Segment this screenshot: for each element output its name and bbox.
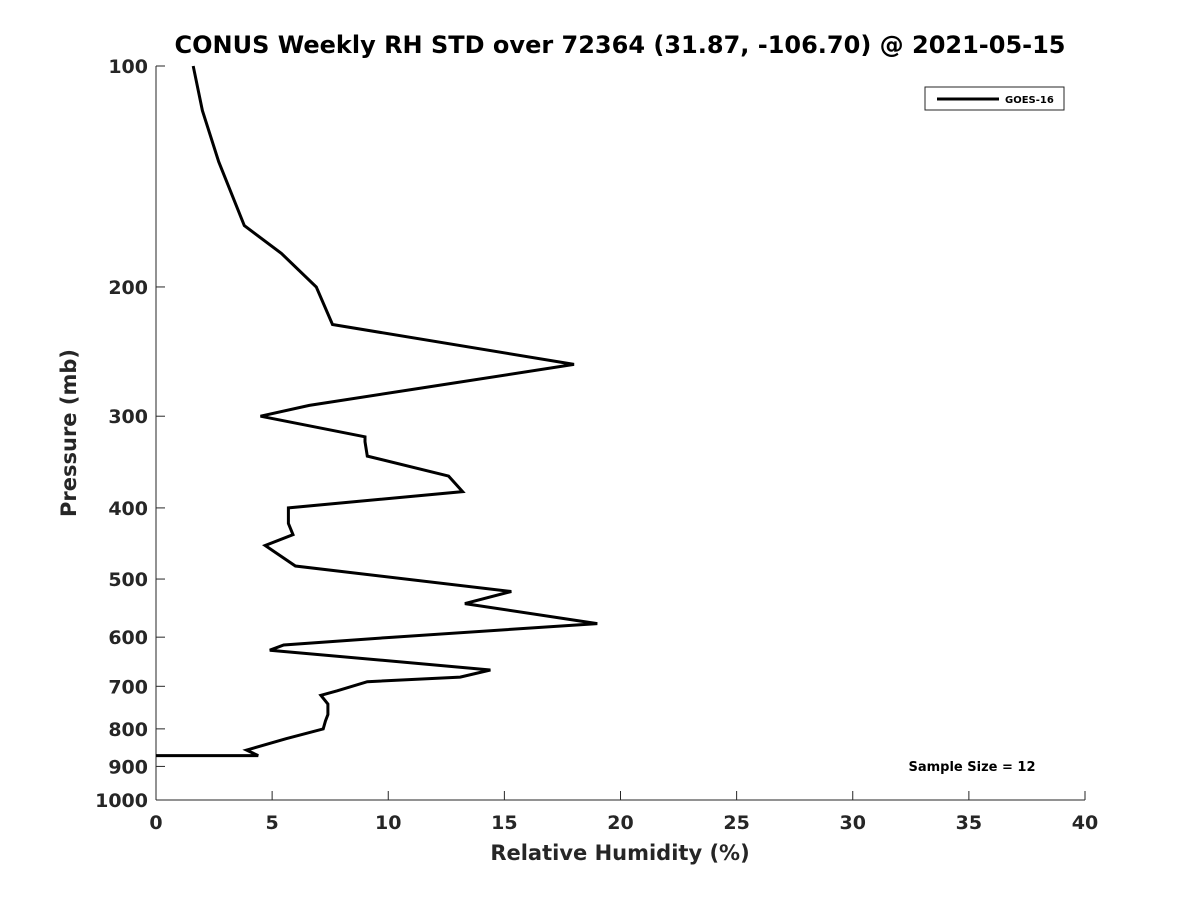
y-tick-label: 500 bbox=[108, 569, 148, 591]
legend: GOES-16 bbox=[924, 86, 1065, 111]
y-tick-label: 100 bbox=[108, 56, 148, 78]
y-axis-label: Pressure (mb) bbox=[57, 349, 81, 517]
x-tick-label: 10 bbox=[375, 812, 401, 834]
y-tick-label: 200 bbox=[108, 277, 148, 299]
x-tick-label: 40 bbox=[1072, 812, 1098, 834]
y-tick-label: 300 bbox=[108, 406, 148, 428]
x-tick-label: 25 bbox=[723, 812, 749, 834]
series-lines bbox=[156, 65, 598, 758]
x-axis-label: Relative Humidity (%) bbox=[490, 841, 749, 865]
axes bbox=[155, 66, 1085, 801]
sample-size-annotation: Sample Size = 12 bbox=[908, 760, 1035, 775]
x-tick-label: 20 bbox=[607, 812, 633, 834]
x-axis-ticks: 0 5 10 15 20 25 30 35 40 bbox=[149, 791, 1098, 834]
x-tick-label: 15 bbox=[491, 812, 517, 834]
y-tick-label: 700 bbox=[108, 676, 148, 698]
y-tick-label: 800 bbox=[108, 719, 148, 741]
x-tick-label: 35 bbox=[956, 812, 982, 834]
x-tick-label: 0 bbox=[149, 812, 162, 834]
y-tick-label: 900 bbox=[108, 756, 148, 778]
y-tick-label: 600 bbox=[108, 627, 148, 649]
series-line-goes-16 bbox=[156, 65, 598, 758]
x-tick-label: 5 bbox=[266, 812, 279, 834]
legend-label-goes-16: GOES-16 bbox=[1005, 95, 1054, 106]
y-tick-label: 1000 bbox=[95, 790, 148, 812]
y-tick-label: 400 bbox=[108, 498, 148, 520]
x-tick-label: 30 bbox=[840, 812, 866, 834]
chart-title: CONUS Weekly RH STD over 72364 (31.87, -… bbox=[174, 31, 1065, 59]
y-axis-ticks: 100 200 300 400 500 600 700 800 900 1000 bbox=[95, 56, 165, 812]
